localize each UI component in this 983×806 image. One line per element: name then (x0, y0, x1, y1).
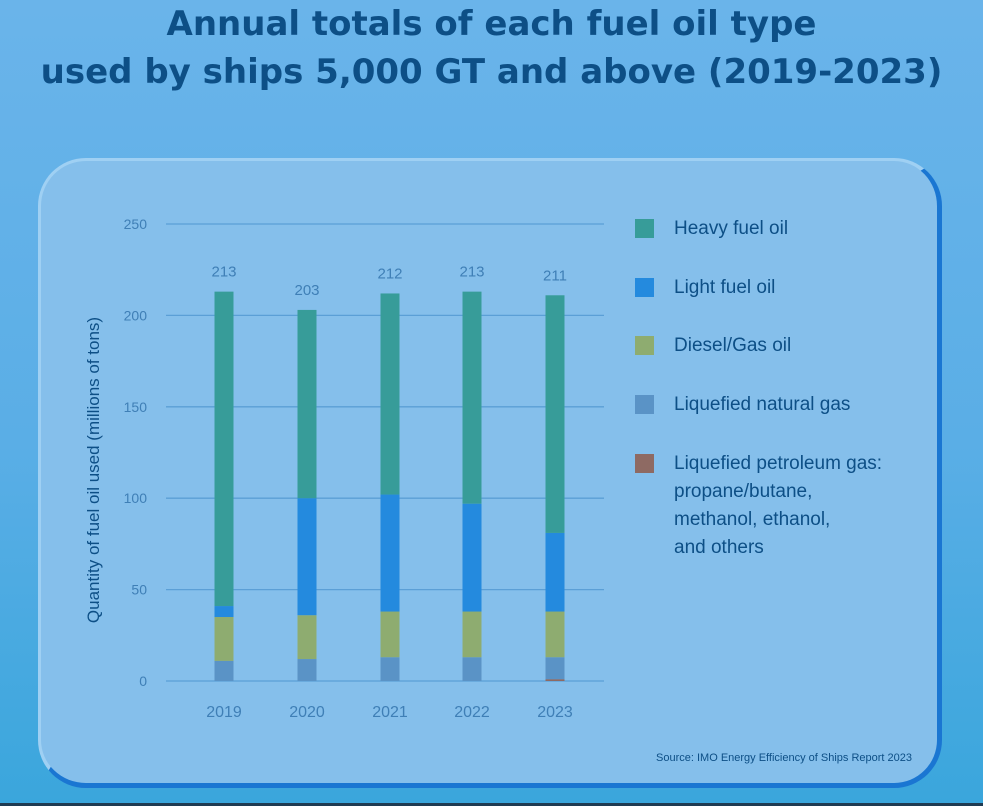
x-tick-label-2019: 2019 (206, 704, 242, 721)
x-tick-label-2022: 2022 (454, 704, 490, 721)
bar-2019-light-fuel-oil (214, 606, 234, 618)
legend-label-line: propane/butane, (674, 481, 812, 502)
chart-title: Annual totals of each fuel oil type used… (0, 0, 983, 96)
legend-label-line: methanol, ethanol, (674, 509, 830, 530)
bar-2020-light-fuel-oil (297, 498, 317, 616)
chart-title-line-1: Annual totals of each fuel oil type (166, 4, 817, 44)
x-tick-label-2021: 2021 (372, 704, 408, 721)
x-tick-label-2023: 2023 (537, 704, 573, 721)
bar-2020-heavy-fuel-oil (297, 309, 317, 499)
bar-2019-diesel-gas-oil (214, 617, 234, 661)
y-tick-label-0: 0 (139, 673, 147, 689)
legend-label-diesel-gas-oil: Diesel/Gas oil (674, 335, 791, 356)
y-tick-label-200: 200 (124, 307, 148, 323)
bar-2022-liquefied-natural-gas (462, 657, 482, 681)
source-note: Source: IMO Energy Efficiency of Ships R… (656, 752, 912, 764)
legend-label-line: Liquefied petroleum gas: (674, 453, 882, 474)
bar-2021-light-fuel-oil (380, 494, 400, 612)
legend-label-line: and others (674, 537, 764, 558)
bar-2022-heavy-fuel-oil (462, 291, 482, 504)
legend-label-light-fuel-oil: Light fuel oil (674, 277, 775, 298)
legend-swatch-liquefied-petroleum-gas (635, 454, 654, 473)
bar-2022-light-fuel-oil (462, 503, 482, 612)
bar-total-label-2022: 213 (459, 264, 484, 281)
y-tick-label-150: 150 (124, 399, 148, 415)
y-tick-label-100: 100 (124, 490, 148, 506)
y-tick-label-250: 250 (124, 216, 148, 232)
legend-label-line: Diesel/Gas oil (674, 335, 791, 356)
bar-2021-heavy-fuel-oil (380, 293, 400, 495)
chart-title-line-2: used by ships 5,000 GT and above (2019-2… (40, 52, 943, 92)
bar-2023-diesel-gas-oil (545, 611, 565, 658)
legend-swatch-liquefied-natural-gas (635, 395, 654, 414)
legend-label-line: Liquefied natural gas (674, 394, 850, 415)
bar-2023-liquefied-natural-gas (545, 657, 565, 680)
legend-swatch-heavy-fuel-oil (635, 219, 654, 238)
y-tick-label-50: 50 (131, 582, 147, 598)
bar-total-label-2021: 212 (377, 265, 402, 282)
legend-swatch-diesel-gas-oil (635, 336, 654, 355)
bar-2019-heavy-fuel-oil (214, 291, 234, 607)
bar-2023-liquefied-petroleum-gas (545, 679, 565, 681)
bar-2023-light-fuel-oil (545, 532, 565, 612)
bar-2023-heavy-fuel-oil (545, 295, 565, 533)
legend-label-liquefied-petroleum-gas: Liquefied petroleum gas: propane/butane, m… (674, 453, 882, 558)
bar-2021-diesel-gas-oil (380, 611, 400, 658)
bar-2021-liquefied-natural-gas (380, 657, 400, 681)
legend-label-heavy-fuel-oil: Heavy fuel oil (674, 218, 788, 239)
bar-total-label-2020: 203 (294, 282, 319, 299)
y-axis-title: Quantity of fuel oil used (millions of t… (84, 317, 103, 623)
legend-label-line: Heavy fuel oil (674, 218, 788, 239)
bar-2020-diesel-gas-oil (297, 615, 317, 660)
chart-panel (38, 158, 942, 788)
bar-total-label-2023: 211 (543, 267, 567, 284)
legend-label-liquefied-natural-gas: Liquefied natural gas (674, 394, 850, 415)
x-tick-label-2020: 2020 (289, 704, 325, 721)
bar-2022-diesel-gas-oil (462, 611, 482, 658)
bottom-strip (0, 803, 983, 806)
bar-2019-liquefied-natural-gas (214, 660, 234, 681)
bar-2020-liquefied-natural-gas (297, 659, 317, 681)
bar-total-label-2019: 213 (211, 264, 236, 281)
legend-label-line: Light fuel oil (674, 277, 775, 298)
legend-swatch-light-fuel-oil (635, 278, 654, 297)
